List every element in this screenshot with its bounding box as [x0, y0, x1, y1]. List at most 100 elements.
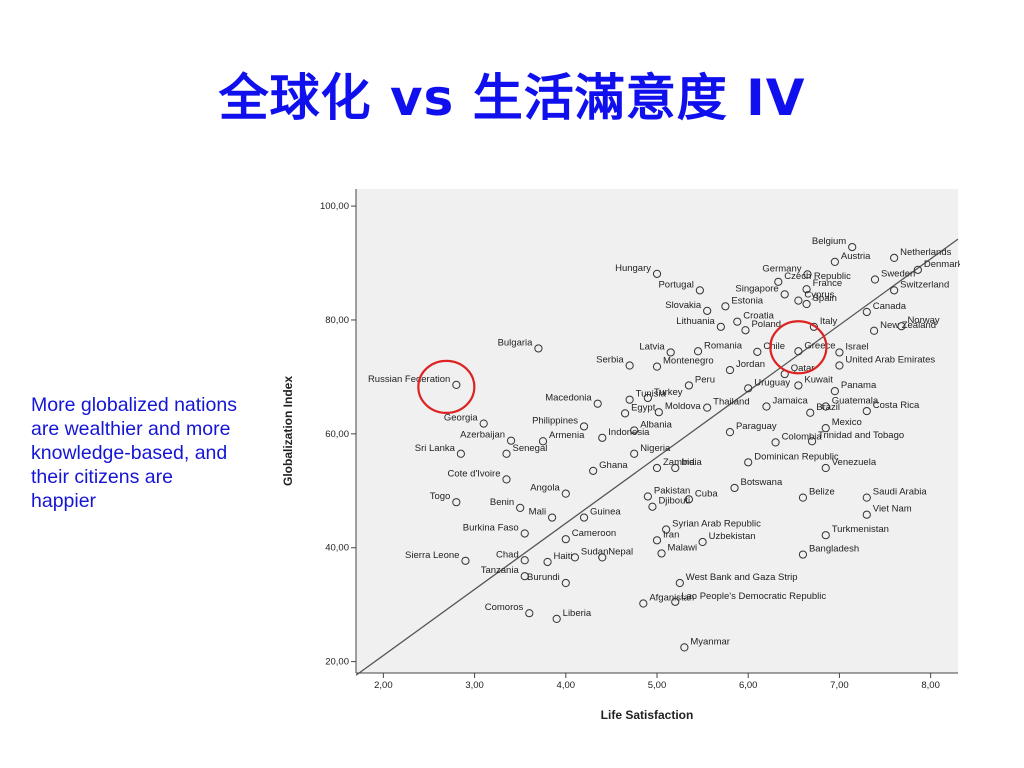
data-point-label: Guinea	[590, 507, 621, 518]
data-point	[630, 426, 639, 435]
data-point	[648, 502, 657, 511]
data-point-label: Peru	[695, 374, 715, 385]
data-point	[598, 433, 607, 442]
data-point-label: Moldova	[665, 401, 702, 412]
data-point-label: Turkey	[654, 387, 683, 398]
data-point	[753, 347, 762, 356]
data-point-label: Croatia	[743, 311, 774, 322]
data-point-label: Togo	[430, 491, 451, 502]
data-point	[652, 536, 662, 545]
data-point-label: Netherlands	[900, 247, 951, 258]
data-point-label: Hungary	[615, 263, 651, 274]
data-point	[657, 549, 666, 558]
data-point	[835, 361, 844, 370]
data-point-label: Italy	[820, 316, 838, 327]
data-point	[803, 270, 812, 279]
data-point	[593, 399, 602, 408]
data-point-label: Singapore	[735, 283, 778, 294]
data-point-label: Burkina Faso	[463, 522, 519, 533]
y-axis-title: Globalization Index	[281, 376, 295, 486]
data-point-label: Azerbaijan	[460, 430, 505, 441]
data-point-label: Serbia	[596, 355, 624, 366]
data-point	[671, 463, 680, 473]
data-point	[913, 265, 922, 274]
data-point	[730, 483, 739, 493]
data-point-label: Belgium	[812, 236, 846, 247]
data-point-label: Benin	[490, 497, 514, 508]
data-point	[548, 513, 557, 522]
data-point	[821, 463, 830, 473]
data-point	[771, 438, 780, 447]
data-point-label: Trinidad and Tobago	[818, 430, 904, 441]
data-point	[848, 242, 857, 252]
data-point	[561, 535, 570, 544]
data-point-label: France	[813, 278, 843, 289]
data-point	[643, 492, 652, 501]
data-point	[652, 362, 662, 371]
data-point	[897, 322, 906, 331]
data-point	[798, 550, 808, 559]
data-point	[579, 422, 589, 431]
data-point	[703, 403, 712, 412]
x-tick-label: 2,00	[374, 680, 393, 691]
data-point-label: Czech Republic	[784, 271, 851, 282]
data-point-label: Tunisia	[636, 389, 667, 400]
data-point	[671, 597, 680, 606]
data-point	[643, 393, 652, 403]
data-point-label: Slovakia	[665, 300, 702, 311]
data-point	[538, 437, 548, 446]
data-point	[598, 553, 607, 562]
data-point-label: Denmark	[924, 259, 960, 270]
data-point	[741, 326, 750, 335]
data-point	[794, 381, 803, 390]
data-point	[543, 557, 552, 567]
data-point	[452, 498, 461, 507]
data-point-label: Israel	[845, 341, 868, 352]
data-point-label: Macedonia	[545, 393, 592, 404]
x-tick-label: 3,00	[465, 680, 484, 691]
data-point	[774, 277, 783, 286]
data-point	[654, 408, 663, 417]
x-tick-label: 4,00	[557, 680, 576, 691]
data-point-label: Sudan	[581, 546, 608, 557]
data-point-label: Lithuania	[676, 316, 715, 327]
x-tick-label: 5,00	[648, 680, 667, 691]
data-point-label: Panama	[841, 380, 877, 391]
plot-area-background	[356, 189, 958, 673]
data-point-label: Liberia	[563, 608, 592, 619]
data-point-label: Bangladesh	[809, 544, 859, 555]
data-point	[821, 424, 830, 433]
data-point	[798, 493, 808, 502]
data-point	[703, 306, 712, 315]
fit-line	[355, 238, 959, 676]
data-point-label: Pakistan	[654, 485, 690, 496]
data-point	[579, 513, 589, 522]
data-point-label: Haiti	[554, 551, 573, 562]
data-point-label: Bulgaria	[498, 337, 534, 348]
data-point	[744, 384, 753, 393]
data-point-label: Botswana	[741, 477, 783, 488]
x-tick-label: 8,00	[921, 680, 940, 691]
data-point	[862, 510, 871, 519]
data-point-label: Cameroon	[572, 528, 616, 539]
data-point-label: Egypt	[631, 402, 656, 413]
data-point-label: Estonia	[731, 295, 763, 306]
data-point	[502, 449, 511, 458]
data-point	[684, 381, 694, 390]
data-point	[456, 449, 465, 458]
data-point	[862, 406, 871, 416]
data-point	[479, 419, 488, 428]
data-point-label: Romania	[704, 340, 743, 351]
data-point-label: Colombia	[782, 431, 823, 442]
data-point-label: Mali	[529, 507, 546, 518]
data-point-label: Thailand	[713, 397, 749, 408]
side-note: More globalized nations are wealthier an…	[31, 394, 237, 512]
x-tick-label: 7,00	[830, 680, 849, 691]
data-point	[806, 408, 815, 417]
data-point-label: Kuwait	[804, 374, 833, 385]
data-point	[780, 290, 789, 299]
data-point	[830, 387, 839, 396]
data-point	[807, 437, 817, 446]
data-point-label: Saudi Arabia	[873, 487, 928, 498]
data-point	[652, 269, 662, 278]
